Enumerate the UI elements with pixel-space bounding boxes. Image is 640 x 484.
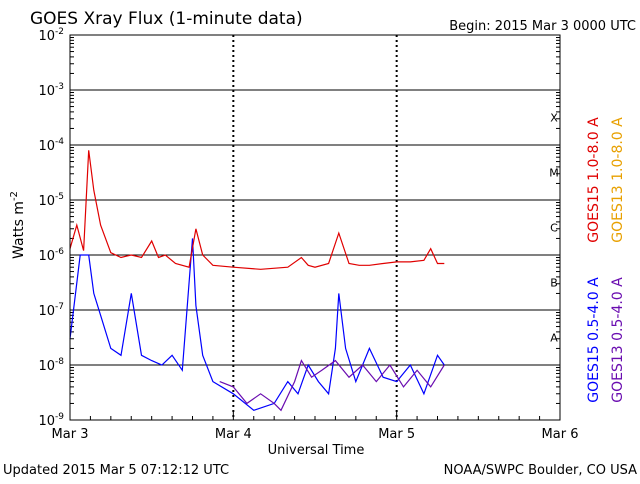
y-tick-label: 10-4 [38, 137, 64, 154]
legend-entry: GOES15 0.5-4.0 A [586, 277, 602, 403]
flare-class-label: M [549, 167, 559, 180]
y-tick-label: 10-6 [38, 247, 64, 264]
y-tick-label: 10-2 [38, 27, 64, 44]
legend-entry: GOES15 1.0-8.0 A [586, 117, 602, 243]
series-line [69, 238, 445, 411]
flare-class-label: A [550, 332, 558, 345]
y-tick-label: 10-8 [38, 357, 64, 374]
legend-entry: GOES13 1.0-8.0 A [610, 117, 626, 243]
legend-text: GOES15 1.0-8.0 A [586, 117, 602, 243]
y-tick-label: 10-5 [38, 192, 64, 209]
series-line [219, 359, 445, 412]
legend-entry: GOES13 0.5-4.0 A [610, 277, 626, 403]
y-tick-label: 10-9 [38, 412, 64, 429]
x-tick-label: Mar 5 [378, 427, 415, 442]
flare-class-label: X [550, 112, 558, 125]
begin-label: Begin: 2015 Mar 3 0000 UTC [449, 19, 636, 34]
legend-text: GOES13 1.0-8.0 A [610, 117, 626, 243]
legend-text: GOES15 0.5-4.0 A [586, 277, 602, 403]
flare-class-label: C [550, 222, 558, 235]
plot-frame [69, 34, 561, 421]
legend-text: GOES13 0.5-4.0 A [610, 277, 626, 403]
x-tick-label: Mar 3 [52, 427, 89, 442]
plot-area: 10-9 10-8 10-7 10-6 10-5 10-4 10-3 10-2 Mar 3 Mar… [38, 27, 578, 442]
footer-updated: Updated 2015 Mar 5 07:12:12 UTC [3, 463, 229, 478]
y-tick-label: 10-7 [38, 302, 64, 319]
y-axis-title: Watts m-2 [9, 191, 27, 259]
footer-credit: NOAA/SWPC Boulder, CO USA [444, 463, 637, 478]
chart-title: GOES Xray Flux (1-minute data) [30, 9, 303, 29]
flare-class-label: B [550, 277, 558, 290]
series-line [69, 150, 445, 270]
y-tick-label: 10-3 [38, 82, 64, 99]
x-tick-label: Mar 6 [542, 427, 579, 442]
x-tick-label: Mar 4 [215, 427, 252, 442]
x-axis-title: Universal Time [268, 443, 365, 458]
